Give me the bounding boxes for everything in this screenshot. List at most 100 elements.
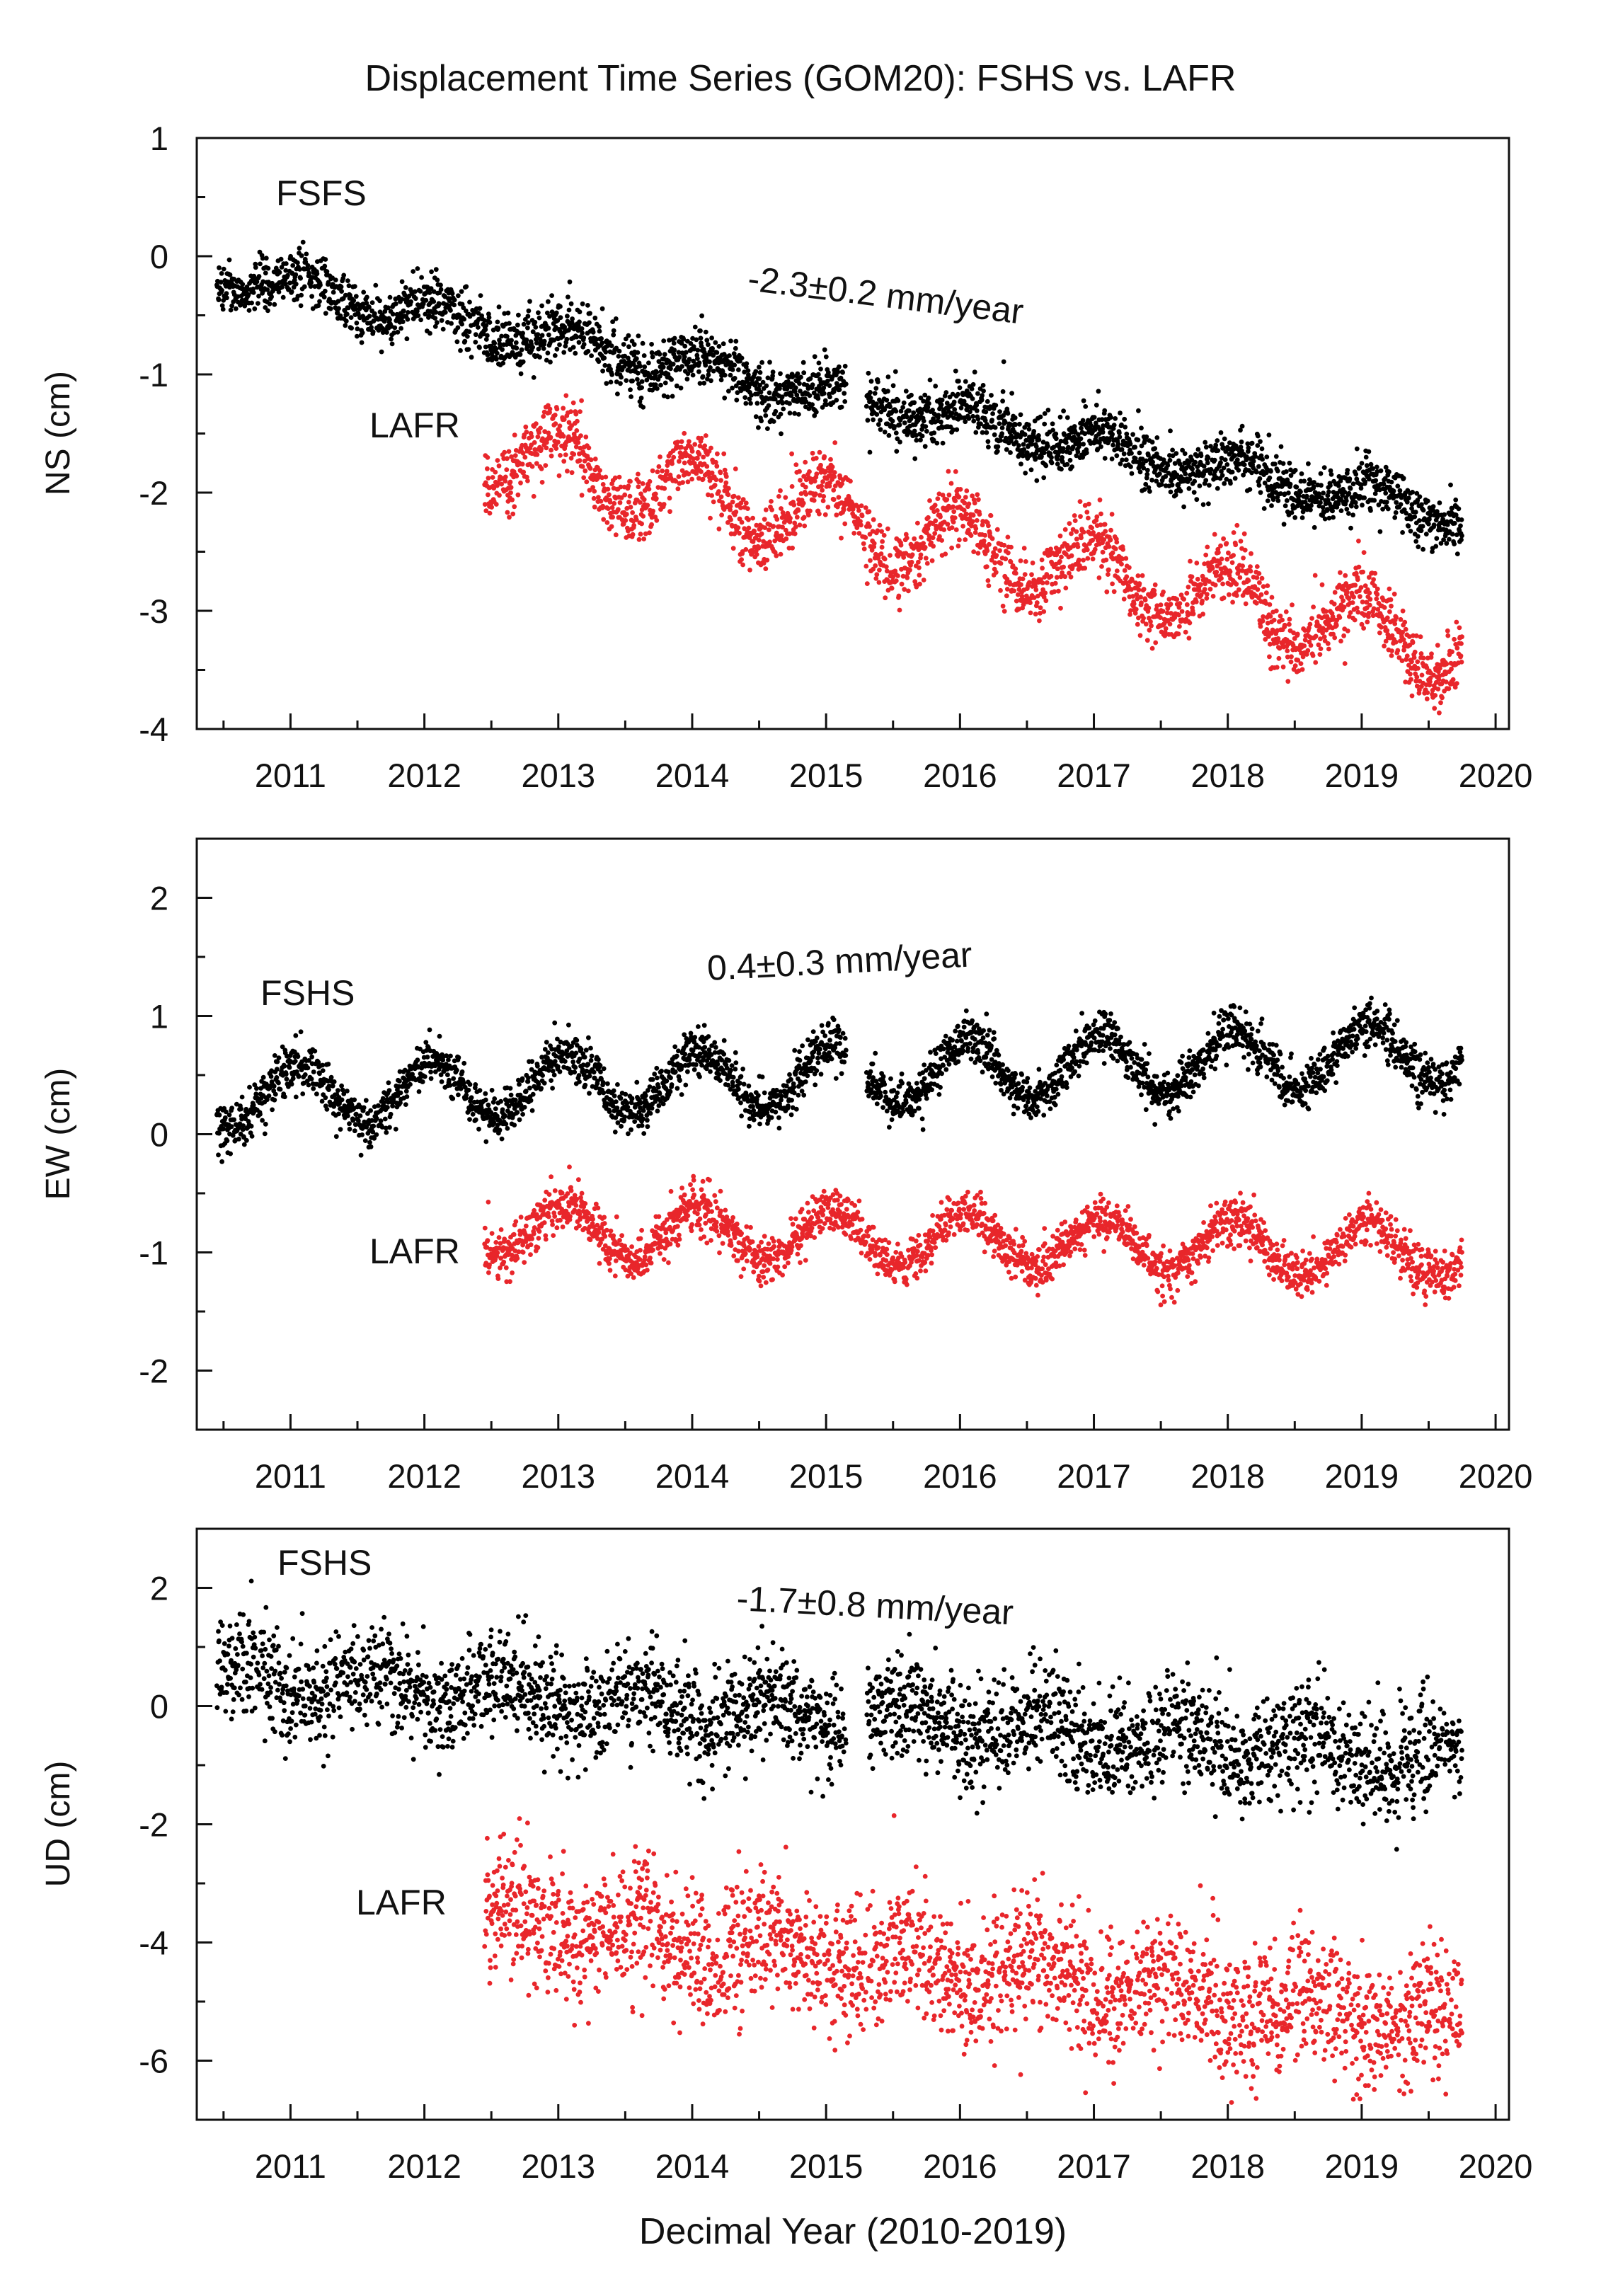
data-point (911, 410, 917, 415)
data-point (727, 353, 732, 358)
data-point (1109, 512, 1115, 517)
data-point (992, 425, 998, 430)
data-point (1122, 416, 1127, 422)
data-point (930, 535, 936, 541)
data-point (1009, 391, 1014, 396)
data-point (764, 383, 769, 389)
data-point (505, 334, 510, 339)
data-point (1178, 488, 1183, 494)
data-point (1133, 607, 1139, 612)
data-point (1200, 502, 1206, 507)
data-point (1236, 468, 1241, 473)
data-point (984, 564, 989, 569)
data-point (1200, 612, 1205, 617)
data-point (915, 520, 920, 526)
data-point (581, 342, 587, 347)
data-point (912, 456, 918, 461)
data-point (655, 386, 660, 391)
data-point (968, 533, 974, 538)
data-point (655, 469, 660, 475)
data-point (1253, 469, 1259, 475)
data-point (1450, 532, 1455, 537)
data-point (1243, 601, 1249, 607)
data-point (283, 261, 289, 266)
data-point (1330, 508, 1335, 514)
data-point (993, 403, 999, 408)
data-point (1280, 664, 1286, 670)
data-point (1299, 515, 1305, 520)
data-point (1230, 599, 1235, 605)
data-point (386, 305, 391, 311)
data-point (952, 515, 958, 520)
data-point (599, 306, 605, 311)
data-point (798, 374, 803, 380)
data-point (449, 321, 454, 326)
data-point (766, 403, 771, 408)
data-point (970, 519, 975, 524)
data-point (1391, 488, 1396, 494)
data-point (743, 401, 749, 406)
data-point (500, 360, 506, 366)
data-point (1431, 522, 1437, 527)
data-point (903, 389, 909, 394)
data-point (328, 306, 333, 311)
data-point (258, 261, 263, 267)
data-point (894, 449, 900, 454)
data-point (497, 338, 502, 343)
data-point (224, 295, 229, 301)
data-point (619, 374, 624, 380)
data-point (1067, 521, 1072, 526)
data-point (662, 352, 667, 357)
data-point (1362, 495, 1367, 500)
data-point (868, 379, 874, 384)
data-point (1299, 667, 1305, 672)
data-point (893, 408, 899, 414)
data-point (346, 305, 351, 311)
data-point (668, 366, 673, 372)
data-point (260, 256, 265, 261)
data-point (464, 284, 469, 289)
data-point (783, 495, 788, 500)
data-point (909, 392, 914, 398)
data-point (893, 430, 899, 436)
data-point (859, 522, 863, 528)
data-point (985, 398, 990, 404)
data-point (722, 467, 728, 473)
data-point (583, 468, 588, 473)
data-point (690, 335, 695, 341)
data-point (326, 280, 331, 285)
data-point (1353, 500, 1358, 505)
data-point (1154, 435, 1160, 440)
data-point (830, 464, 835, 469)
data-point (1280, 617, 1285, 623)
data-point (240, 282, 246, 287)
data-point (256, 274, 262, 279)
data-point (520, 461, 525, 467)
data-point (767, 390, 772, 396)
data-point (575, 418, 580, 424)
data-point (1114, 453, 1120, 459)
data-point (1264, 454, 1270, 459)
data-point (963, 379, 968, 384)
data-point (1268, 469, 1273, 474)
data-point (770, 373, 775, 379)
data-point (733, 509, 739, 515)
data-point (1417, 518, 1422, 523)
data-point (658, 382, 663, 388)
data-point (877, 522, 883, 528)
data-point (863, 403, 869, 409)
data-point (1229, 560, 1235, 566)
data-point (553, 310, 559, 316)
data-point (1275, 498, 1281, 503)
data-point (653, 491, 658, 497)
data-point (1408, 529, 1413, 534)
data-point (630, 510, 635, 515)
data-point (808, 508, 813, 514)
data-point (1331, 601, 1337, 607)
data-point (536, 346, 541, 352)
data-point (964, 488, 970, 493)
data-point (513, 340, 519, 345)
data-point (1255, 433, 1261, 439)
data-point (521, 469, 527, 475)
data-point (692, 324, 698, 330)
